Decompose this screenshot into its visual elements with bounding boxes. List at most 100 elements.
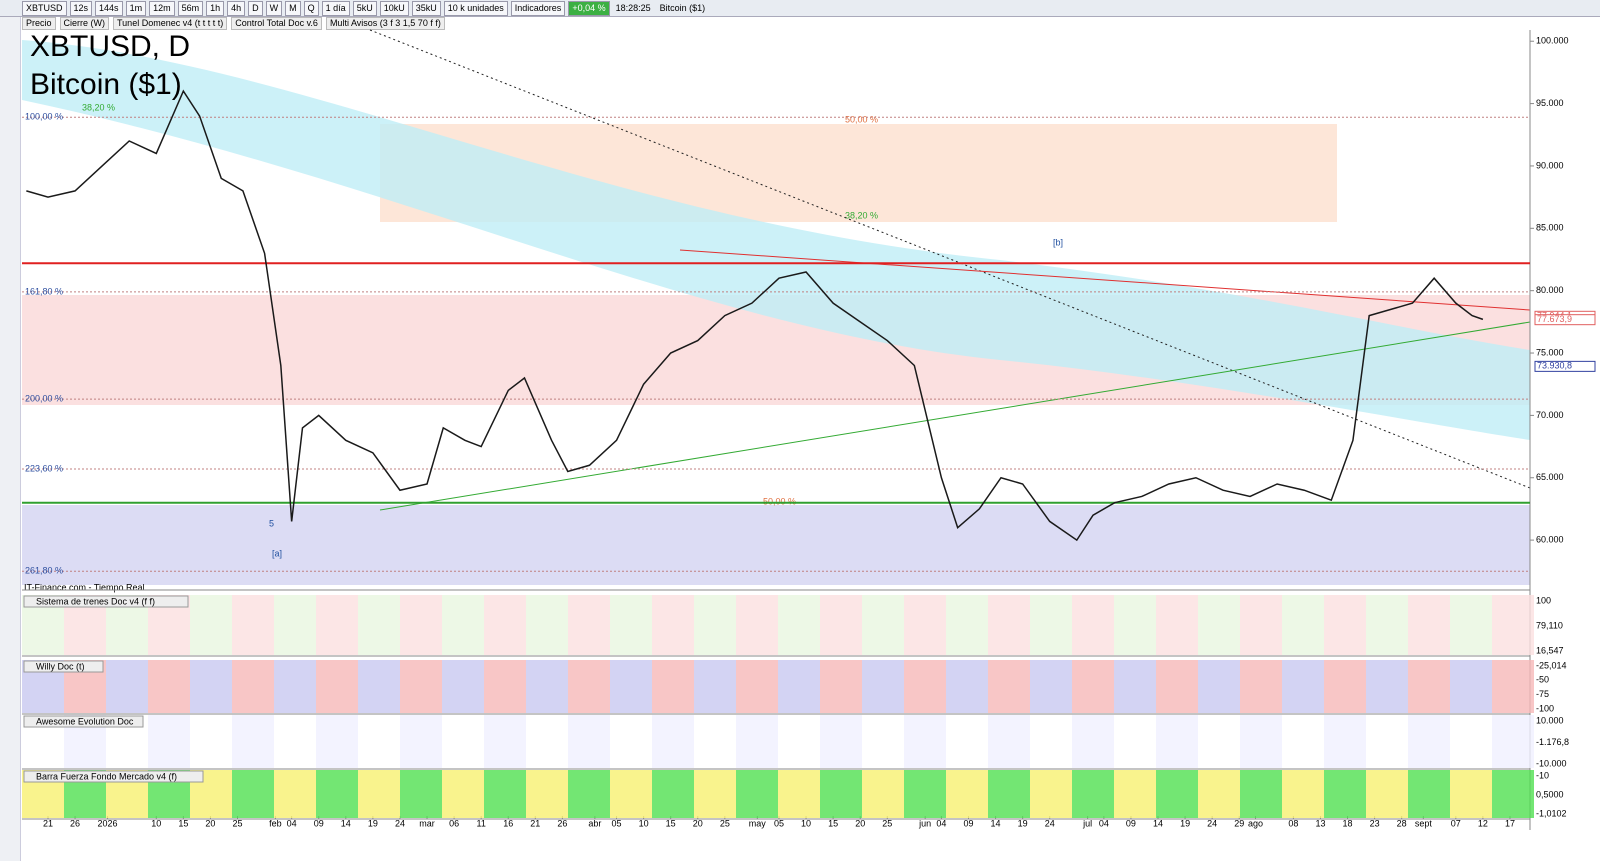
- panel-stripe: [652, 770, 694, 818]
- period-button[interactable]: 144s: [95, 0, 123, 16]
- x-tick-label: 04: [1099, 818, 1109, 828]
- y-tick-label: 65.000: [1536, 472, 1564, 482]
- period-button[interactable]: M: [285, 0, 301, 16]
- symbol-select[interactable]: XBTUSD: [22, 0, 67, 16]
- panel-stripe: [862, 715, 904, 768]
- x-tick-label: 19: [368, 818, 378, 828]
- period-button[interactable]: W: [265, 0, 283, 16]
- panel-stripe: [778, 660, 820, 713]
- x-tick-label: feb: [269, 818, 282, 828]
- x-tick-label: 15: [828, 818, 838, 828]
- panel-stripe: [736, 595, 778, 655]
- period-button[interactable]: 4h: [227, 0, 246, 16]
- panel-stripe: [610, 770, 652, 818]
- panel-stripe: [442, 595, 484, 655]
- panel-stripe: [694, 660, 736, 713]
- panel-stripe: [1366, 770, 1408, 818]
- period-button[interactable]: 12s: [69, 0, 93, 16]
- panel-stripe: [610, 660, 652, 713]
- panel-stripe: [820, 770, 862, 818]
- x-tick-label: 24: [1207, 818, 1217, 828]
- panel-stripe: [1198, 660, 1240, 713]
- panel-stripe: [1408, 715, 1450, 768]
- x-tick-label: 10: [151, 818, 161, 828]
- indicator-chip[interactable]: Cierre (W): [59, 17, 110, 30]
- panel-stripe: [484, 770, 526, 818]
- period-button[interactable]: Q: [303, 0, 319, 16]
- panel-stripe: [190, 595, 232, 655]
- panel-stripe: [358, 770, 400, 818]
- panel-stripe: [358, 660, 400, 713]
- panel-stripe: [316, 595, 358, 655]
- panel-stripe: [694, 595, 736, 655]
- panel-title: Barra Fuerza Fondo Mercado v4 (f): [36, 771, 177, 781]
- panel-axis-label: 100: [1536, 595, 1551, 605]
- period-button[interactable]: 1m: [125, 0, 147, 16]
- panel-stripe: [862, 660, 904, 713]
- annotation: 50,00 %: [763, 496, 796, 506]
- annotation: 38,20 %: [82, 102, 115, 112]
- panel-axis-label: -50: [1536, 675, 1549, 685]
- panel-axis-label: -25,014: [1536, 660, 1567, 670]
- range-select[interactable]: 1 día: [321, 0, 350, 16]
- panel-stripe: [274, 595, 316, 655]
- panel-stripe: [694, 770, 736, 818]
- panel-stripe: [820, 595, 862, 655]
- panel-stripe: [946, 660, 988, 713]
- panel-axis-label: -10: [1536, 770, 1549, 780]
- indicator-chip[interactable]: Tunel Domenec v4 (t t t t t): [113, 17, 228, 30]
- period-button[interactable]: D: [248, 0, 263, 16]
- x-tick-label: 25: [882, 818, 892, 828]
- period-button[interactable]: 56m: [177, 0, 204, 16]
- panel-stripe: [1072, 715, 1114, 768]
- panel-stripe: [1114, 595, 1156, 655]
- x-tick-label: 14: [1153, 818, 1163, 828]
- x-tick-label: may: [749, 818, 767, 828]
- x-tick-label: 19: [1018, 818, 1028, 828]
- x-tick-label: 20: [693, 818, 703, 828]
- change-badge[interactable]: +0,04 %: [568, 0, 610, 16]
- unit-button[interactable]: 5kU: [352, 0, 377, 16]
- unit-button[interactable]: 10kU: [379, 0, 409, 16]
- panel-stripe: [1366, 660, 1408, 713]
- panel-stripe: [274, 770, 316, 818]
- panel-stripe: [946, 770, 988, 818]
- panel-stripe: [190, 660, 232, 713]
- toolbar: XBTUSD 12s 144s 1m 12m 56m 1h 4h D W M Q 1 día 5kU 10k…: [0, 0, 1600, 17]
- panel-stripe: [904, 715, 946, 768]
- panel-stripe: [232, 660, 274, 713]
- panel-stripe: [1156, 770, 1198, 818]
- y-tick-label: 80.000: [1536, 285, 1564, 295]
- price-tag-label: 77.673,9: [1537, 314, 1572, 324]
- period-button[interactable]: 1h: [206, 0, 225, 16]
- panel-stripe: [316, 770, 358, 818]
- panel-stripe: [988, 595, 1030, 655]
- panel-axis-label: -75: [1536, 689, 1549, 699]
- panel-stripe: [1240, 770, 1282, 818]
- x-tick-label: 25: [720, 818, 730, 828]
- instrument-name[interactable]: Bitcoin ($1): [659, 2, 706, 13]
- unit-button[interactable]: 35kU: [411, 0, 441, 16]
- annotation: 5: [269, 518, 274, 528]
- indicator-chip[interactable]: Multi Avisos (3 f 3 1,5 70 f f): [325, 17, 445, 30]
- price-tag: [1534, 314, 1596, 326]
- unit-select[interactable]: 10 k unidades: [443, 0, 508, 16]
- panel-stripe: [1240, 660, 1282, 713]
- panel-stripe: [1240, 595, 1282, 655]
- indicators-button[interactable]: Indicadores: [510, 0, 566, 16]
- panel-stripe: [1492, 770, 1534, 818]
- panel-stripe: [442, 770, 484, 818]
- y-tick-label: 95.000: [1536, 98, 1564, 108]
- x-tick-label: 18: [1343, 818, 1353, 828]
- indicator-chip[interactable]: Control Total Doc v.6: [231, 17, 322, 30]
- panel-stripe: [652, 660, 694, 713]
- panel-stripe: [568, 595, 610, 655]
- clock[interactable]: 18:28:25: [615, 2, 651, 13]
- x-tick-label: jul: [1082, 818, 1092, 828]
- panel-stripe: [946, 595, 988, 655]
- panel-stripe: [526, 660, 568, 713]
- panel-axis-label: -1.176,8: [1536, 737, 1569, 747]
- panel-stripe: [1240, 715, 1282, 768]
- indicator-chip[interactable]: Precio: [22, 17, 56, 30]
- period-button[interactable]: 12m: [149, 0, 175, 16]
